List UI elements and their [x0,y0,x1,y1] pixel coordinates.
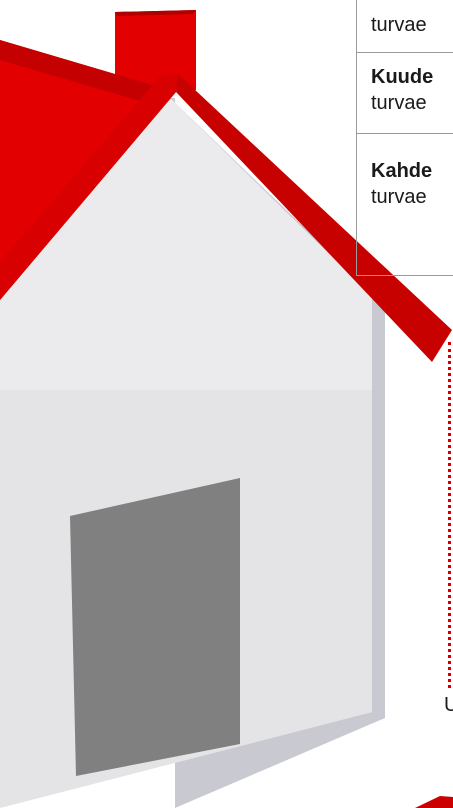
table-row: Kahde turvae [356,158,453,210]
table-divider [356,275,453,276]
table-divider [356,52,453,53]
info-table: turvae Kuude turvae Kahde turvae [356,0,453,276]
table-divider [356,133,453,134]
table-border-left [356,0,357,276]
table-row: turvae [356,12,453,38]
table-row-heading: Kahde [371,160,433,182]
table-row-text: turvae [371,92,427,114]
table-row-heading: Kuude [371,66,434,88]
dotted-guide-line [448,342,451,688]
table-row-text: turvae [371,14,427,36]
house-door [70,478,240,776]
chimney [115,10,196,90]
roof-ridge [0,74,178,300]
table-row: Kuude turvae [356,64,453,116]
footer-text: U [444,694,453,716]
chimney-side [115,10,196,16]
corner-decoration [415,796,453,808]
roof-right [176,74,452,362]
table-row-text: turvae [371,186,427,208]
roof-left-shade [0,40,176,104]
